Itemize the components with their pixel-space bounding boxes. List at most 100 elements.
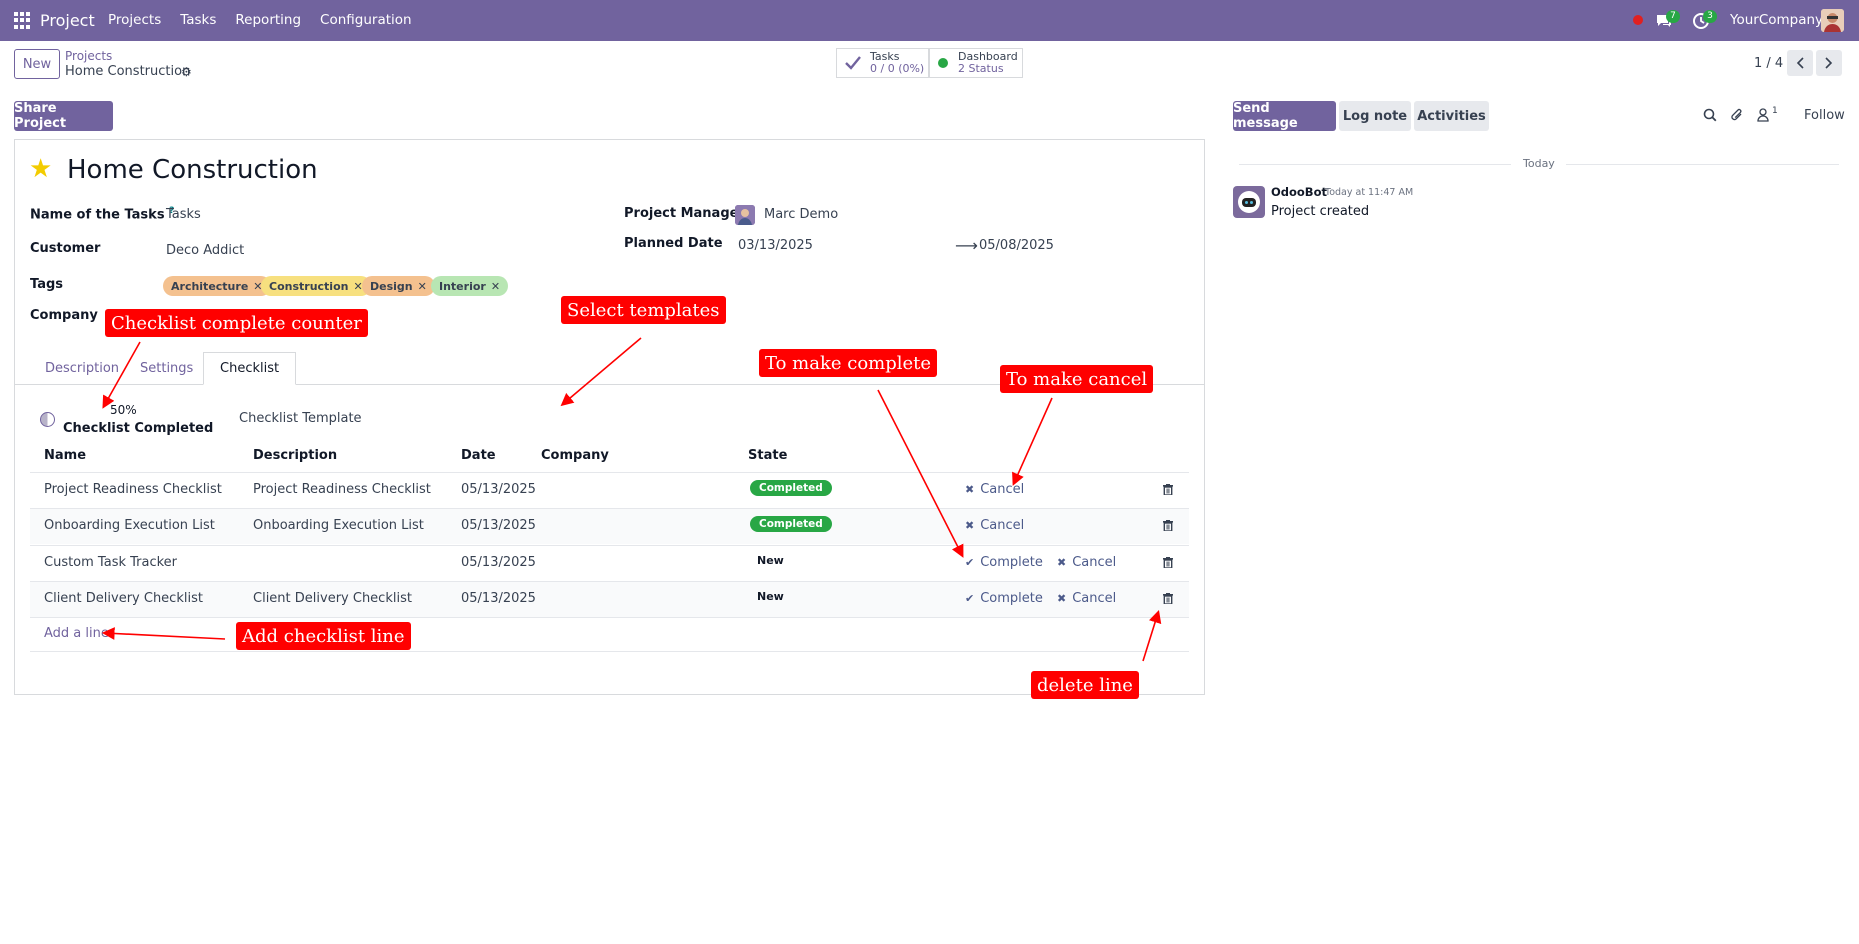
company-switcher[interactable]: YourCompany [1730, 12, 1824, 28]
trash-icon[interactable] [1163, 593, 1173, 604]
row-name[interactable]: Custom Task Tracker [44, 555, 178, 570]
menu-tasks[interactable]: Tasks [180, 12, 217, 28]
annotation-templates: Select templates [561, 296, 726, 324]
remove-tag-icon[interactable]: ✕ [417, 279, 427, 293]
row-name[interactable]: Client Delivery Checklist [44, 591, 203, 606]
cancel-label: Cancel [1072, 555, 1117, 570]
tag-interior[interactable]: Interior ✕ [431, 276, 509, 296]
status-dot-icon [938, 58, 948, 68]
column-name[interactable]: Name [44, 448, 87, 463]
row-name[interactable]: Project Readiness Checklist [44, 482, 222, 497]
user-avatar[interactable] [1821, 9, 1844, 32]
tag-design[interactable]: Design ✕ [362, 276, 435, 296]
smart-dashboard-value: 2 Status [958, 62, 1004, 75]
tab-settings[interactable]: Settings [140, 361, 194, 376]
status-badge: Completed [750, 516, 832, 532]
messages-badge: 7 [1666, 10, 1680, 23]
row-name[interactable]: Onboarding Execution List [44, 518, 215, 533]
table-row[interactable] [30, 581, 1189, 617]
customer-label: Customer [30, 241, 101, 256]
tab-checklist[interactable]: Checklist [203, 352, 297, 385]
menu-reporting[interactable]: Reporting [235, 12, 302, 28]
pager-previous-button[interactable] [1787, 50, 1813, 76]
status-badge: New [757, 590, 784, 603]
column-company[interactable]: Company [541, 448, 609, 463]
tag-architecture[interactable]: Architecture ✕ [163, 276, 271, 296]
complete-button[interactable]: ✔ Complete [965, 555, 1043, 570]
menu-configuration[interactable]: Configuration [320, 12, 412, 28]
remove-tag-icon[interactable]: ✕ [253, 279, 263, 293]
share-project-button[interactable]: Share Project [14, 101, 113, 131]
menu-projects[interactable]: Projects [108, 12, 162, 28]
pager-next-button[interactable] [1816, 50, 1842, 76]
message-time: Today at 11:47 AM [1325, 187, 1414, 198]
tasks-name-field[interactable]: Tasks [166, 207, 201, 222]
row-date[interactable]: 05/13/2025 [461, 518, 536, 533]
paperclip-icon[interactable] [1730, 108, 1744, 122]
send-message-button[interactable]: Send message [1233, 101, 1336, 131]
checklist-template-field[interactable]: Checklist Template [239, 411, 362, 426]
search-icon[interactable] [1703, 108, 1717, 122]
cancel-label: Cancel [1072, 591, 1117, 606]
cancel-label: Cancel [980, 518, 1025, 533]
column-state[interactable]: State [748, 448, 788, 463]
status-badge: Completed [750, 480, 832, 496]
row-description[interactable]: Onboarding Execution List [253, 518, 424, 533]
row-date[interactable]: 05/13/2025 [461, 591, 536, 606]
help-tooltip-icon[interactable]: ? [169, 206, 175, 216]
followers-icon[interactable] [1757, 108, 1769, 122]
follow-button[interactable]: Follow [1804, 108, 1845, 123]
cancel-button[interactable]: ✖ Cancel [1057, 591, 1116, 606]
table-row[interactable] [30, 472, 1189, 508]
remove-tag-icon[interactable]: ✕ [353, 279, 363, 293]
annotation-delete: delete line [1031, 671, 1139, 699]
app-brand[interactable]: Project [40, 11, 95, 30]
table-row[interactable] [30, 545, 1189, 581]
cancel-button[interactable]: ✖ Cancel [1057, 555, 1116, 570]
table-row[interactable] [30, 508, 1189, 544]
smart-button-dashboard[interactable]: Dashboard 2 Status [929, 48, 1023, 78]
customer-field[interactable]: Deco Addict [166, 243, 245, 258]
new-button[interactable]: New [14, 49, 60, 79]
complete-button[interactable]: ✔ Complete [965, 591, 1043, 606]
row-date[interactable]: 05/13/2025 [461, 555, 536, 570]
log-note-button[interactable]: Log note [1339, 101, 1411, 131]
project-manager-field[interactable]: Marc Demo [764, 207, 839, 222]
trash-icon[interactable] [1163, 520, 1173, 531]
add-line-row [30, 617, 1189, 652]
record-actions-gear-icon[interactable]: ⚙ [181, 65, 192, 79]
check-icon [845, 56, 861, 70]
project-title[interactable]: Home Construction [67, 155, 318, 185]
row-date[interactable]: 05/13/2025 [461, 482, 536, 497]
trash-icon[interactable] [1163, 484, 1173, 495]
row-description[interactable]: Client Delivery Checklist [253, 591, 412, 606]
add-line-link[interactable]: Add a line [44, 626, 109, 641]
x-icon: ✖ [965, 519, 975, 532]
remove-tag-icon[interactable]: ✕ [490, 279, 501, 293]
tab-description[interactable]: Description [45, 361, 120, 376]
planned-end-field[interactable]: 05/08/2025 [979, 238, 1054, 253]
trash-icon[interactable] [1163, 557, 1173, 568]
apps-menu-icon[interactable] [14, 12, 31, 29]
cancel-button[interactable]: ✖ Cancel [965, 518, 1024, 533]
recording-indicator-icon[interactable] [1633, 15, 1643, 25]
message-author[interactable]: OdooBot [1271, 185, 1327, 199]
tag-label: Architecture [171, 279, 249, 293]
planned-start-field[interactable]: 03/13/2025 [738, 238, 813, 253]
activities-button[interactable]: Activities [1414, 101, 1489, 131]
tag-construction[interactable]: Construction ✕ [261, 276, 371, 296]
column-description[interactable]: Description [253, 448, 338, 463]
x-icon: ✖ [1057, 556, 1067, 569]
row-description[interactable]: Project Readiness Checklist [253, 482, 431, 497]
column-date[interactable]: Date [461, 448, 496, 463]
pager-value[interactable]: 1 / 4 [1754, 56, 1784, 71]
breadcrumb-projects[interactable]: Projects [65, 49, 113, 63]
chevron-left-icon [1796, 57, 1804, 69]
favorite-star-icon[interactable]: ★ [29, 154, 53, 184]
cancel-button[interactable]: ✖ Cancel [965, 482, 1024, 497]
progress-pie-icon [40, 412, 55, 427]
planned-date-label: Planned Date [624, 236, 723, 251]
date-separator: Today [1523, 157, 1555, 170]
smart-button-tasks[interactable]: Tasks 0 / 0 (0%) [836, 48, 929, 78]
checklist-completed-label: Checklist Completed [63, 421, 214, 436]
